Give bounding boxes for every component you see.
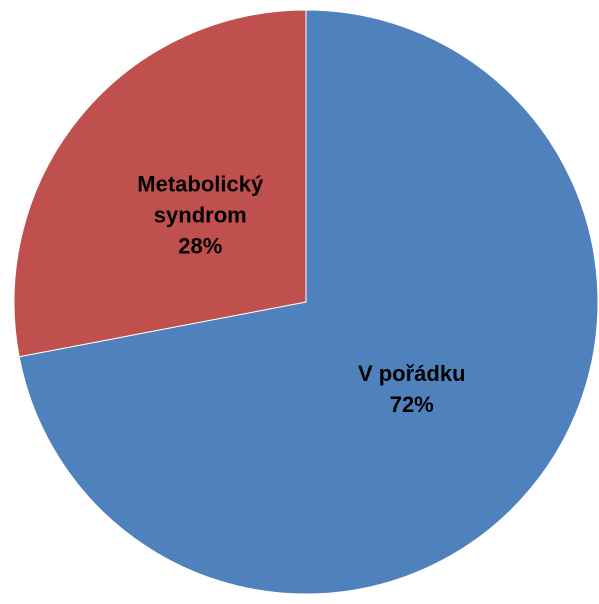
slice-label: V pořádku 72%: [337, 358, 487, 420]
pie-slice: [13, 9, 307, 358]
slice-value: 28%: [178, 233, 223, 259]
slice-name: V pořádku: [357, 361, 466, 387]
slice-value: 72%: [389, 392, 434, 418]
pie-slice: [18, 9, 599, 595]
slice-name: Metabolický syndrom: [137, 171, 264, 228]
slice-label: Metabolický syndrom 28%: [125, 168, 275, 261]
